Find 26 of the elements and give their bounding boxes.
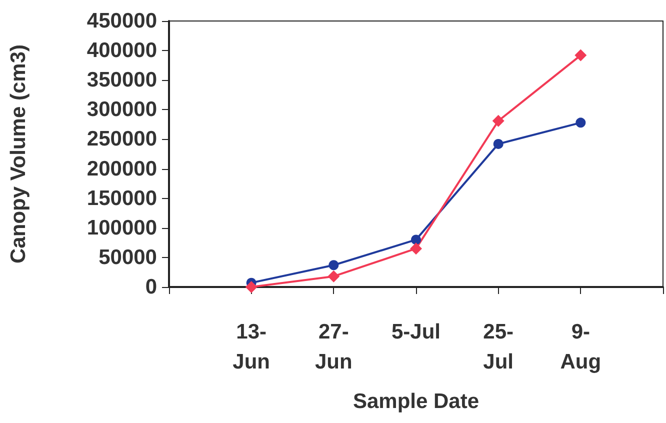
x-tick-label: 5-Jul [391,320,441,344]
point [245,281,258,293]
point [328,270,340,282]
y-tick-label: 250000 [86,128,157,151]
y-tick-label: 350000 [86,68,157,92]
y-tick-label: 100000 [86,216,157,240]
y-tick-label: 0 [145,276,157,298]
y-tick-label: 200000 [86,157,157,180]
y-tick-label: 300000 [86,98,157,122]
y-tick-label: 50000 [98,246,157,269]
point [328,260,339,270]
x-tick-label: 27-Jun [314,320,352,374]
y-tick-label: 400000 [86,39,157,62]
x-tick-label: 9-Aug [560,320,602,374]
y-tick-label: 450000 [86,10,157,32]
x-tick-label: 25-Jul [483,320,514,374]
y-axis-title: Canopy Volume (cm3) [7,44,30,264]
x-tick-label: 13-Jun [232,320,270,374]
point [574,49,587,62]
y-tick-label: 150000 [86,186,157,210]
point [493,138,504,149]
x-axis-title: Sample Date [352,390,480,413]
point [410,242,422,255]
point [576,118,586,128]
point [411,234,421,245]
point [492,114,504,127]
